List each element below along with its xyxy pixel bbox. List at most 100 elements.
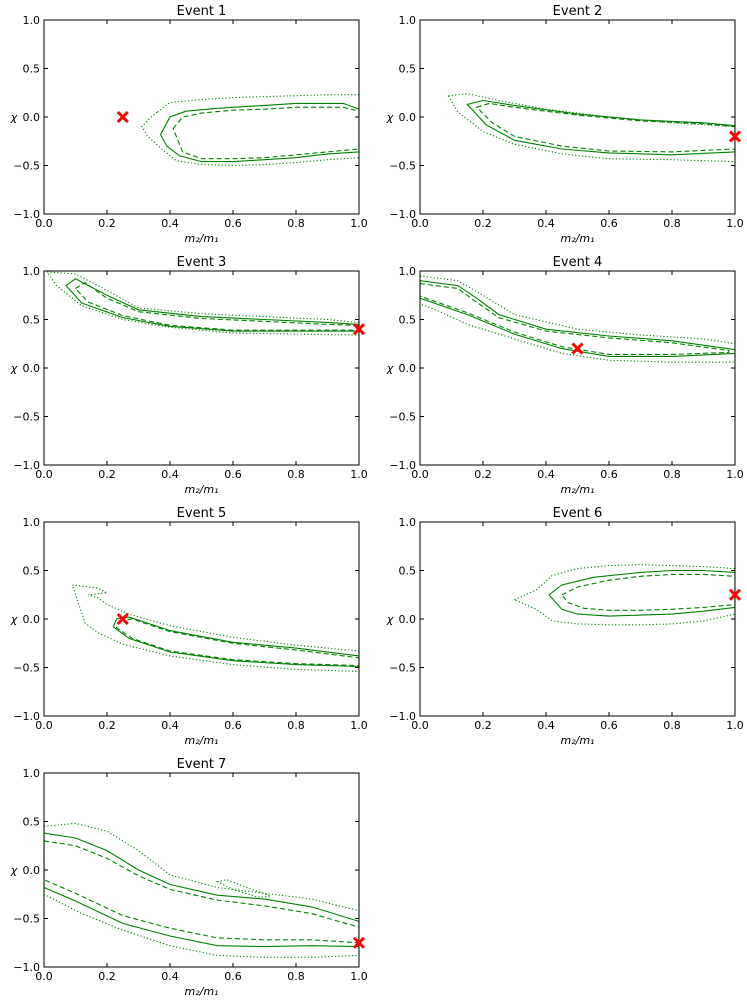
marker-stroke — [352, 323, 366, 336]
subplot-title: Event 2 — [553, 4, 603, 19]
x-tick-label: 1.0 — [350, 468, 368, 481]
x-tick-label: 0.8 — [287, 719, 305, 732]
subplot-event-4: Event 4 0.0 0.2 0.4 0.6 0.8 1.0 1.0 0.5 0.0 −0.5 −1… — [386, 255, 744, 496]
y-tick-label: 0.5 — [23, 565, 41, 578]
contour-dashed — [560, 573, 735, 611]
x-tick-label: 0.0 — [411, 468, 429, 481]
y-tick-label: 1.0 — [399, 14, 417, 27]
x-tick-label: 0.0 — [411, 217, 429, 230]
x-axis-label: m₂/m₁ — [561, 483, 595, 496]
y-tick-label: 1.0 — [23, 14, 41, 27]
x-tick-label: 0.6 — [600, 217, 618, 230]
contour-solid — [65, 278, 359, 332]
contour-group — [71, 584, 359, 672]
x-tick-label: 0.2 — [98, 970, 116, 983]
y-tick-label: 0.0 — [23, 613, 41, 626]
subplot-event-5: Event 5 0.0 0.2 0.4 0.6 0.8 1.0 1.0 0.5 0.0 −0.5 −1… — [10, 506, 368, 747]
true-value-marker — [571, 342, 584, 355]
contour-dotted — [447, 93, 735, 163]
true-value-marker — [352, 323, 366, 336]
y-tick-label: −0.5 — [13, 411, 40, 424]
x-tick-label: 0.0 — [411, 719, 429, 732]
contour-solid — [44, 832, 359, 948]
true-value-marker — [116, 110, 129, 124]
axes-frame — [43, 772, 360, 968]
x-tick-label: 0.8 — [663, 217, 681, 230]
true-value-marker — [728, 130, 742, 143]
contour-solid — [420, 280, 735, 357]
contour-dashed — [420, 283, 730, 355]
true-value-marker — [352, 936, 366, 949]
contour-dotted — [71, 584, 359, 672]
x-tick-label: 1.0 — [726, 719, 744, 732]
x-tick-label: 1.0 — [726, 468, 744, 481]
y-tick-label: 0.5 — [23, 314, 41, 327]
marker-stroke — [571, 342, 584, 355]
x-axis-label: m₂/m₁ — [561, 734, 595, 747]
x-tick-label: 0.0 — [35, 970, 53, 983]
contour-group — [45, 271, 359, 336]
contour-group — [141, 94, 359, 167]
marker-stroke — [728, 130, 742, 143]
x-tick-label: 0.0 — [35, 468, 53, 481]
x-tick-label: 0.4 — [161, 719, 179, 732]
x-tick-label: 0.6 — [224, 970, 242, 983]
x-tick-label: 0.4 — [161, 468, 179, 481]
x-tick-label: 0.8 — [287, 468, 305, 481]
y-tick-label: −1.0 — [13, 459, 40, 472]
subplot-event-7: Event 7 0.0 0.2 0.4 0.6 0.8 1.0 1.0 0.5 0.0 −0.5 −1… — [10, 757, 368, 998]
x-tick-label: 0.0 — [35, 719, 53, 732]
x-tick-label: 0.0 — [35, 217, 53, 230]
x-tick-label: 0.2 — [474, 719, 492, 732]
y-axis-label: χ — [10, 362, 18, 375]
y-tick-label: 0.5 — [399, 565, 417, 578]
x-tick-label: 0.4 — [537, 719, 555, 732]
contour-group — [513, 564, 735, 626]
subplot-event-6: Event 6 0.0 0.2 0.4 0.6 0.8 1.0 1.0 0.5 0.0 −0.5 −1… — [386, 506, 744, 747]
y-tick-label: −0.5 — [389, 160, 416, 173]
y-tick-label: 0.0 — [23, 111, 41, 124]
y-tick-label: 0.0 — [399, 111, 417, 124]
subplot-title: Event 6 — [553, 506, 603, 521]
axes-frame — [43, 521, 360, 717]
axes-frame — [419, 19, 736, 215]
true-value-marker — [728, 588, 742, 601]
x-tick-label: 0.6 — [224, 719, 242, 732]
contour-group — [447, 93, 735, 163]
x-tick-label: 0.4 — [537, 217, 555, 230]
x-tick-label: 0.2 — [98, 719, 116, 732]
axes-frame — [419, 270, 736, 466]
y-axis-label: χ — [386, 362, 394, 375]
y-tick-label: 1.0 — [399, 516, 417, 529]
y-tick-label: 0.5 — [23, 63, 41, 76]
x-axis-label: m₂/m₁ — [185, 483, 219, 496]
marker-stroke — [116, 612, 129, 626]
x-tick-label: 0.6 — [600, 719, 618, 732]
contour-dotted — [45, 271, 359, 336]
subplot-event-2: Event 2 0.0 0.2 0.4 0.6 0.8 1.0 1.0 0.5 0.0 −0.5 −1… — [386, 4, 744, 245]
subplot-title: Event 3 — [177, 255, 227, 270]
x-tick-label: 0.2 — [98, 217, 116, 230]
y-tick-label: −1.0 — [389, 710, 416, 723]
contour-dashed — [44, 840, 359, 944]
y-tick-label: 0.5 — [23, 816, 41, 829]
x-tick-label: 0.8 — [663, 719, 681, 732]
y-tick-label: 0.0 — [23, 864, 41, 877]
y-tick-label: −0.5 — [389, 662, 416, 675]
contour-solid — [112, 616, 359, 668]
y-tick-label: 0.0 — [399, 613, 417, 626]
subplot-title: Event 7 — [177, 757, 227, 772]
y-tick-label: 1.0 — [23, 265, 41, 278]
x-tick-label: 0.8 — [287, 217, 305, 230]
contour-dotted — [141, 94, 359, 167]
y-tick-label: −1.0 — [389, 208, 416, 221]
x-tick-label: 0.4 — [161, 970, 179, 983]
y-tick-label: 1.0 — [23, 767, 41, 780]
y-tick-label: −0.5 — [13, 662, 40, 675]
x-tick-label: 1.0 — [350, 217, 368, 230]
contour-dashed — [475, 102, 735, 153]
x-axis-label: m₂/m₁ — [185, 734, 219, 747]
contour-solid — [548, 569, 735, 617]
y-tick-label: −0.5 — [13, 160, 40, 173]
y-tick-label: 0.5 — [399, 314, 417, 327]
